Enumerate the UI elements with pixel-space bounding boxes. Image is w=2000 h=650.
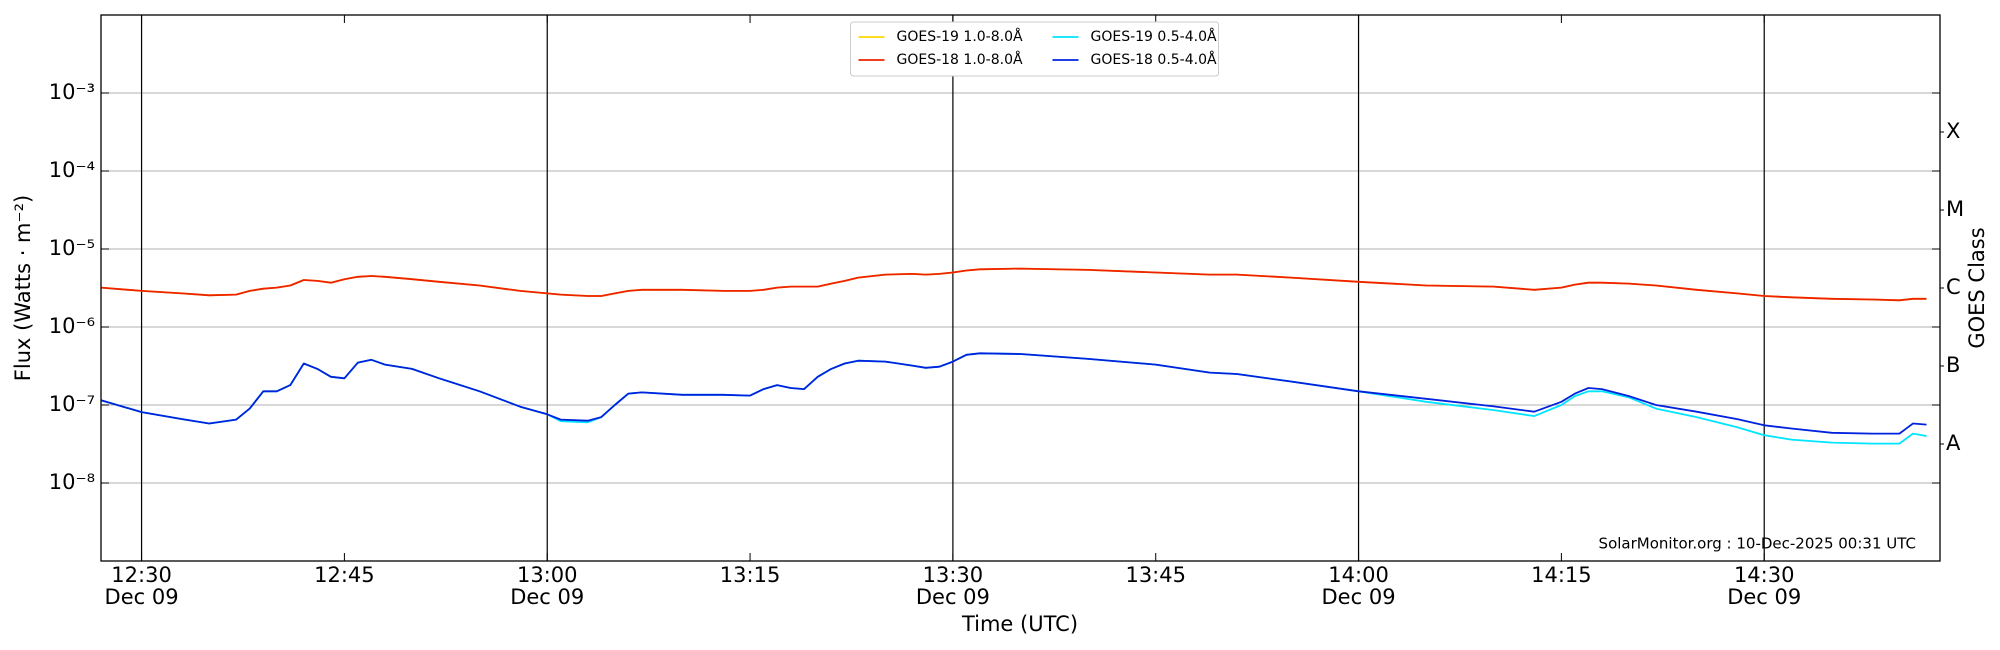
- legend-label: GOES-19 0.5-4.0Å: [1091, 28, 1217, 45]
- x-tick-label: Dec 09: [1727, 585, 1801, 609]
- legend-label: GOES-18 1.0-8.0Å: [897, 51, 1023, 68]
- x-tick-label: 14:00: [1328, 563, 1389, 587]
- y-tick-label: 10⁻⁸: [49, 470, 95, 494]
- series-line: [100, 267, 1927, 302]
- x-tick-label: Dec 09: [105, 585, 179, 609]
- y2-tick-label: A: [1946, 431, 1961, 455]
- y-tick-label: 10⁻⁶: [49, 314, 95, 338]
- plot-frame: [100, 14, 1941, 562]
- y2-tick-label: B: [1946, 353, 1960, 377]
- x-tick-label: 14:30: [1734, 563, 1795, 587]
- x-tick-label: 12:45: [314, 563, 375, 587]
- x-tick-label: 12:30: [111, 563, 172, 587]
- y2-tick-label: C: [1946, 275, 1961, 299]
- legend-label: GOES-18 0.5-4.0Å: [1091, 51, 1217, 68]
- x-tick-label: 13:30: [923, 563, 984, 587]
- x-axis-label: Time (UTC): [961, 612, 1078, 636]
- y-tick-label: 10⁻⁴: [49, 158, 95, 182]
- legend-box: [850, 21, 1219, 77]
- legend: GOES-19 1.0-8.0Å GOES-18 1.0-8.0Å GOES-19 …: [850, 21, 1219, 77]
- x-tick-label: 13:15: [720, 563, 781, 587]
- x-tick-label: 13:00: [517, 563, 578, 587]
- y-tick-label: 10⁻³: [49, 80, 95, 104]
- y-tick-label: 10⁻⁷: [49, 392, 95, 416]
- y2-axis-label: GOES Class: [1965, 227, 1989, 348]
- x-tick-label: Dec 09: [510, 585, 584, 609]
- legend-label: GOES-19 1.0-8.0Å: [897, 28, 1023, 45]
- x-tick-label: 14:15: [1531, 563, 1592, 587]
- x-tick-label: 13:45: [1125, 563, 1186, 587]
- y-axis-label: Flux (Watts · m⁻²): [11, 195, 35, 381]
- y-tick-label: 10⁻⁵: [49, 236, 95, 260]
- y2-tick-label: X: [1946, 119, 1960, 143]
- series-line: [100, 352, 1927, 435]
- x-tick-label: Dec 09: [916, 585, 990, 609]
- y2-tick-label: M: [1946, 197, 1964, 221]
- annotation: SolarMonitor.org : 10-Dec-2025 00:31 UTC: [1599, 535, 1916, 553]
- x-tick-label: Dec 09: [1322, 585, 1396, 609]
